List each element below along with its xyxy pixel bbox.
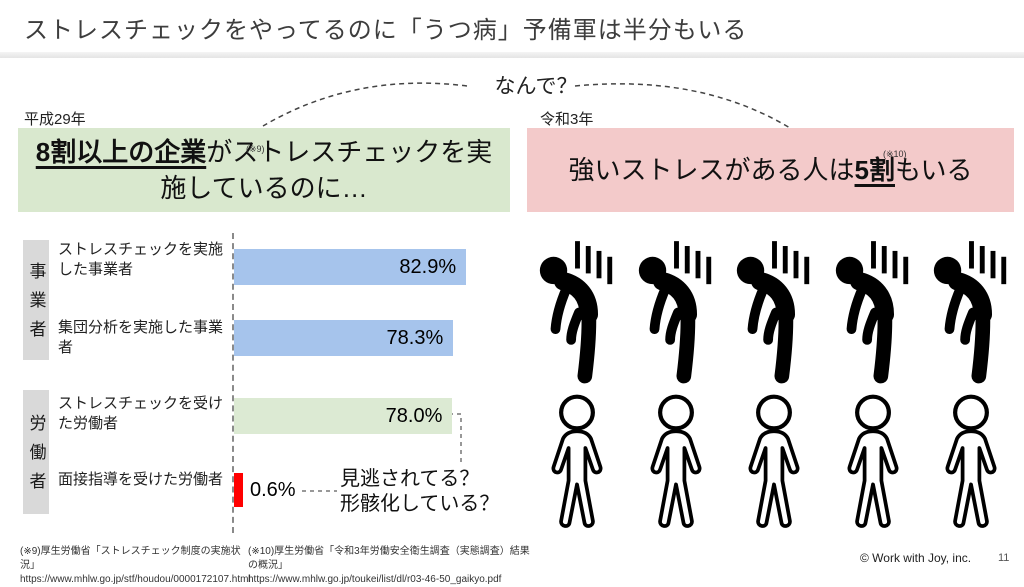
bar-stress-check-workers: 78.0% (234, 398, 453, 434)
headline-right-emphasis: 5割 (854, 155, 895, 185)
category-box-workers: 労働者 (23, 390, 49, 514)
stressed-person-icon (736, 241, 810, 384)
headline-box-left: (※9) 8割以上の企業がストレスチェックを実施しているのに… (18, 128, 510, 212)
standing-person-icon (847, 394, 898, 528)
chart-baseline (232, 233, 234, 533)
bar-interview-workers (234, 473, 243, 507)
standing-person-icon (748, 394, 800, 528)
year-label-heisei29: 平成29年 (24, 111, 86, 128)
stressed-person-icon (539, 241, 613, 384)
copyright: © Work with Joy, inc. (860, 551, 972, 565)
standing-person-icon (945, 394, 997, 528)
stressed-person-icon (638, 241, 711, 384)
footnote-9: (※9)厚生労働省「ストレスチェック制度の実施状況」 https://www.m… (20, 546, 251, 585)
bar-label-4: 面接指導を受けた労働者 (58, 471, 224, 488)
headline-left-text: 8割以上の企業がストレスチェックを実施しているのに… (35, 137, 493, 203)
footnote-10: (※10)厚生労働省「令和3年労働安全衛生調査（実態調査）結果の概況」 http… (248, 545, 538, 587)
chart-annotation: 見逃されてる？ 形骸化している？ (340, 468, 500, 515)
curve-to-left-box (262, 82, 468, 127)
footnote-10-url: https://www.mhlw.go.jp/toukei/list/dl/r0… (248, 574, 502, 585)
bar-stress-check-employers: 82.9% (234, 249, 467, 285)
bar-label-2: 集団分析を実施した事業者 (58, 319, 224, 356)
category-box-employers: 事業者 (23, 240, 49, 360)
curve-to-right-box (574, 83, 791, 129)
headline-right-text: 強いストレスがある人は5割もいる (568, 155, 973, 185)
title-divider (0, 52, 1024, 58)
year-label-reiwa3: 令和3年 (540, 111, 594, 128)
page-title: ストレスチェックをやってるのに「うつ病」予備軍は半分もいる (24, 17, 748, 44)
standing-person-icon (551, 394, 603, 528)
headline-left-emphasis: 8割以上の企業 (35, 137, 207, 167)
question-label: なんで？ (494, 75, 578, 98)
stressed-person-icon (835, 241, 908, 384)
bar-value-outside: 0.6% (250, 479, 296, 501)
stressed-person-icon (933, 241, 1007, 384)
footnote-ref-10: (※10) (883, 149, 907, 159)
footnote-ref-9: (※9) (246, 144, 265, 154)
bar-group-analysis-employers: 78.3% (234, 320, 454, 356)
stressed-people-row (533, 237, 1015, 389)
page-number: 11 (998, 552, 1010, 564)
headline-box-right: (※10) 強いストレスがある人は5割もいる (527, 128, 1014, 212)
standing-person-icon (650, 394, 701, 528)
bar-label-3: ストレスチェックを受けた労働者 (58, 395, 224, 432)
footnote-9-url: https://www.mhlw.go.jp/stf/houdou/000017… (20, 574, 251, 585)
bar-label-1: ストレスチェックを実施した事業者 (58, 241, 224, 278)
normal-people-row (533, 392, 1015, 532)
